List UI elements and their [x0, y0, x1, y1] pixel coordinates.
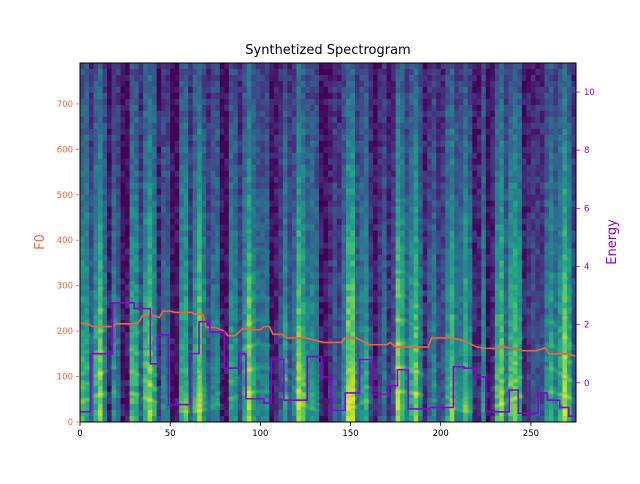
energy-tick-label: 2 — [584, 321, 589, 331]
energy-tick-label: 6 — [584, 204, 589, 214]
x-tick-label: 100 — [252, 429, 268, 439]
x-tick-label: 250 — [523, 429, 539, 439]
energy-tick-label: 10 — [584, 88, 595, 98]
x-tick-label: 150 — [342, 429, 358, 439]
f0-tick-label: 100 — [57, 373, 73, 383]
energy-axis-label: Energy — [605, 219, 620, 265]
f0-axis-label: F0 — [33, 234, 48, 250]
energy-tick-label: 0 — [584, 379, 589, 389]
energy-axis: 0 2 4 6 8 10 — [576, 88, 595, 389]
energy-tick-label: 8 — [584, 146, 589, 156]
f0-tick-label: 300 — [57, 282, 73, 292]
x-tick-label: 200 — [433, 429, 449, 439]
chart-title: Synthetized Spectrogram — [245, 43, 410, 58]
f0-tick-label: 400 — [57, 236, 73, 246]
f0-tick-label: 500 — [57, 191, 73, 201]
f0-tick-label: 600 — [57, 145, 73, 155]
f0-axis: 0 100 200 300 400 500 600 700 — [57, 100, 80, 428]
x-tick-label: 50 — [165, 429, 176, 439]
x-tick-label: 0 — [77, 429, 82, 439]
f0-tick-label: 700 — [57, 100, 73, 110]
x-axis: 0 50 100 150 200 250 — [77, 422, 539, 439]
f0-tick-label: 0 — [68, 418, 73, 428]
energy-tick-label: 4 — [584, 262, 589, 272]
f0-tick-label: 200 — [57, 327, 73, 337]
